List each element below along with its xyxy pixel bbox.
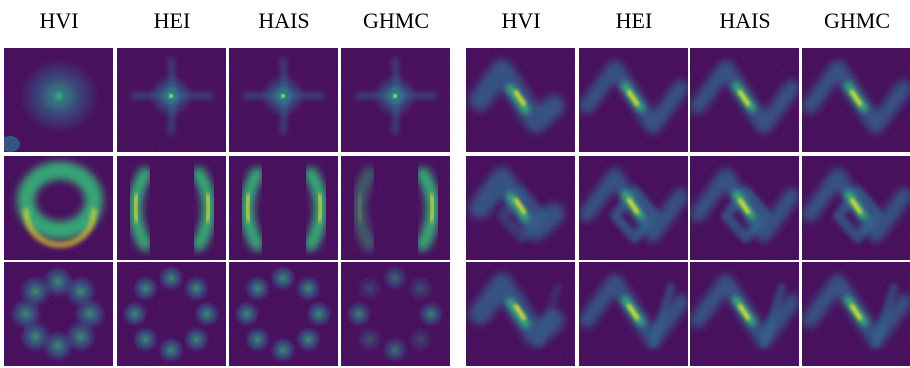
density-panel-left-r1-hei	[117, 48, 226, 152]
density-panel-right-r2-hei	[579, 156, 688, 260]
density-panel-right-r1-ghmc	[802, 48, 910, 152]
density-panel-right-r2-hais	[690, 156, 799, 260]
density-panel-right-r3-hais	[690, 262, 799, 366]
density-panel-left-r1-hvi	[4, 48, 113, 152]
density-panel-left-r1-ghmc	[341, 48, 450, 152]
right-header-hei: HEI	[615, 8, 653, 33]
density-panel-right-r1-hei	[579, 48, 688, 152]
right-header-hais: HAIS	[719, 8, 771, 33]
left-header-hais: HAIS	[258, 8, 310, 33]
density-panel-right-r2-ghmc	[802, 156, 910, 260]
density-panel-left-r3-ghmc	[341, 262, 450, 366]
density-panel-right-r1-hais	[690, 48, 799, 152]
density-panel-left-r2-hei	[117, 156, 226, 260]
density-panel-left-r2-hais	[229, 156, 338, 260]
density-panel-left-r3-hais	[229, 262, 338, 366]
density-panel-left-r2-hvi	[4, 156, 113, 260]
density-panel-left-r2-ghmc	[341, 156, 450, 260]
density-panel-right-r2-hvi	[466, 156, 575, 260]
density-panel-left-r3-hvi	[4, 262, 113, 366]
density-panel-right-r1-hvi	[466, 48, 575, 152]
left-header-ghmc: GHMC	[362, 8, 429, 33]
density-panel-left-r1-hais	[229, 48, 338, 152]
right-header-hvi: HVI	[501, 8, 541, 33]
density-panel-right-r3-hvi	[466, 262, 575, 366]
density-panel-right-r3-hei	[579, 262, 688, 366]
density-panel-left-r3-hei	[117, 262, 226, 366]
right-header-ghmc: GHMC	[823, 8, 890, 33]
left-header-hei: HEI	[153, 8, 191, 33]
density-panel-right-r3-ghmc	[802, 262, 910, 366]
left-header-hvi: HVI	[39, 8, 79, 33]
